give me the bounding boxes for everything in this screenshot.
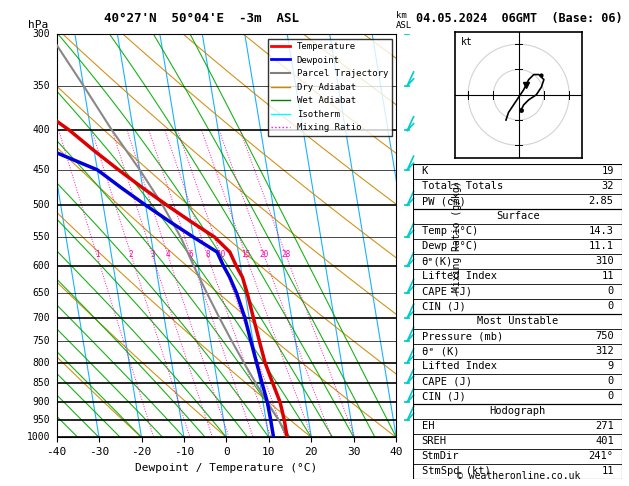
Text: hPa: hPa xyxy=(28,20,48,30)
Text: 20: 20 xyxy=(259,250,269,260)
X-axis label: Dewpoint / Temperature (°C): Dewpoint / Temperature (°C) xyxy=(135,463,318,473)
Text: Most Unstable: Most Unstable xyxy=(477,316,559,326)
Text: StmSpd (kt): StmSpd (kt) xyxy=(421,466,491,476)
Text: 04.05.2024  06GMT  (Base: 06): 04.05.2024 06GMT (Base: 06) xyxy=(416,12,622,25)
Text: 1000: 1000 xyxy=(27,433,50,442)
Text: 750: 750 xyxy=(33,336,50,346)
Text: 10: 10 xyxy=(216,250,225,260)
Text: 850: 850 xyxy=(33,378,50,388)
Text: 550: 550 xyxy=(33,232,50,242)
Text: 800: 800 xyxy=(33,358,50,367)
Text: Dewp (°C): Dewp (°C) xyxy=(421,241,478,251)
Text: 600: 600 xyxy=(33,261,50,271)
Text: 11.1: 11.1 xyxy=(589,241,614,251)
Text: 11: 11 xyxy=(601,466,614,476)
Text: Pressure (mb): Pressure (mb) xyxy=(421,331,503,341)
Text: kt: kt xyxy=(460,36,472,47)
Text: CIN (J): CIN (J) xyxy=(421,391,465,401)
Text: Temp (°C): Temp (°C) xyxy=(421,226,478,236)
Text: 650: 650 xyxy=(33,288,50,298)
Text: 0: 0 xyxy=(608,376,614,386)
Text: 0: 0 xyxy=(608,301,614,311)
Text: 6: 6 xyxy=(189,250,193,260)
Text: 2.85: 2.85 xyxy=(589,196,614,206)
Text: 241°: 241° xyxy=(589,451,614,461)
Text: 19: 19 xyxy=(601,166,614,176)
Text: 950: 950 xyxy=(33,415,50,425)
Text: Hodograph: Hodograph xyxy=(489,406,546,416)
Text: km
ASL: km ASL xyxy=(396,11,413,30)
Text: Lifted Index: Lifted Index xyxy=(421,271,497,281)
Text: 300: 300 xyxy=(33,29,50,39)
Text: 450: 450 xyxy=(33,165,50,175)
Text: 8: 8 xyxy=(205,250,210,260)
Text: 2: 2 xyxy=(129,250,133,260)
Text: SREH: SREH xyxy=(421,436,447,446)
Text: Surface: Surface xyxy=(496,211,540,221)
Text: 0: 0 xyxy=(608,286,614,296)
Text: 28: 28 xyxy=(281,250,291,260)
Text: 500: 500 xyxy=(33,200,50,210)
Text: © weatheronline.co.uk: © weatheronline.co.uk xyxy=(457,471,581,481)
Text: 1: 1 xyxy=(95,250,99,260)
Text: 350: 350 xyxy=(33,81,50,91)
Text: 15: 15 xyxy=(241,250,250,260)
Text: 271: 271 xyxy=(595,421,614,431)
Text: 700: 700 xyxy=(33,313,50,323)
Text: 11: 11 xyxy=(601,271,614,281)
Text: 900: 900 xyxy=(33,397,50,407)
Text: 14.3: 14.3 xyxy=(589,226,614,236)
Legend: Temperature, Dewpoint, Parcel Trajectory, Dry Adiabat, Wet Adiabat, Isotherm, Mi: Temperature, Dewpoint, Parcel Trajectory… xyxy=(268,38,392,136)
Text: θᵉ(K): θᵉ(K) xyxy=(421,256,453,266)
Text: Totals Totals: Totals Totals xyxy=(421,181,503,191)
Text: PW (cm): PW (cm) xyxy=(421,196,465,206)
Text: 32: 32 xyxy=(601,181,614,191)
Text: 750: 750 xyxy=(595,331,614,341)
Text: Mixing Ratio (g/kg): Mixing Ratio (g/kg) xyxy=(452,180,462,292)
Text: Lifted Index: Lifted Index xyxy=(421,361,497,371)
Text: CAPE (J): CAPE (J) xyxy=(421,376,472,386)
Text: θᵉ (K): θᵉ (K) xyxy=(421,346,459,356)
Text: 9: 9 xyxy=(608,361,614,371)
Text: EH: EH xyxy=(421,421,434,431)
Text: 40°27'N  50°04'E  -3m  ASL: 40°27'N 50°04'E -3m ASL xyxy=(104,12,299,25)
Text: CAPE (J): CAPE (J) xyxy=(421,286,472,296)
Text: 3: 3 xyxy=(150,250,155,260)
Text: K: K xyxy=(421,166,428,176)
Text: 310: 310 xyxy=(595,256,614,266)
Text: CIN (J): CIN (J) xyxy=(421,301,465,311)
Text: 400: 400 xyxy=(33,125,50,136)
Text: 401: 401 xyxy=(595,436,614,446)
Text: 4: 4 xyxy=(165,250,170,260)
Text: 0: 0 xyxy=(608,391,614,401)
Text: StmDir: StmDir xyxy=(421,451,459,461)
Text: 312: 312 xyxy=(595,346,614,356)
